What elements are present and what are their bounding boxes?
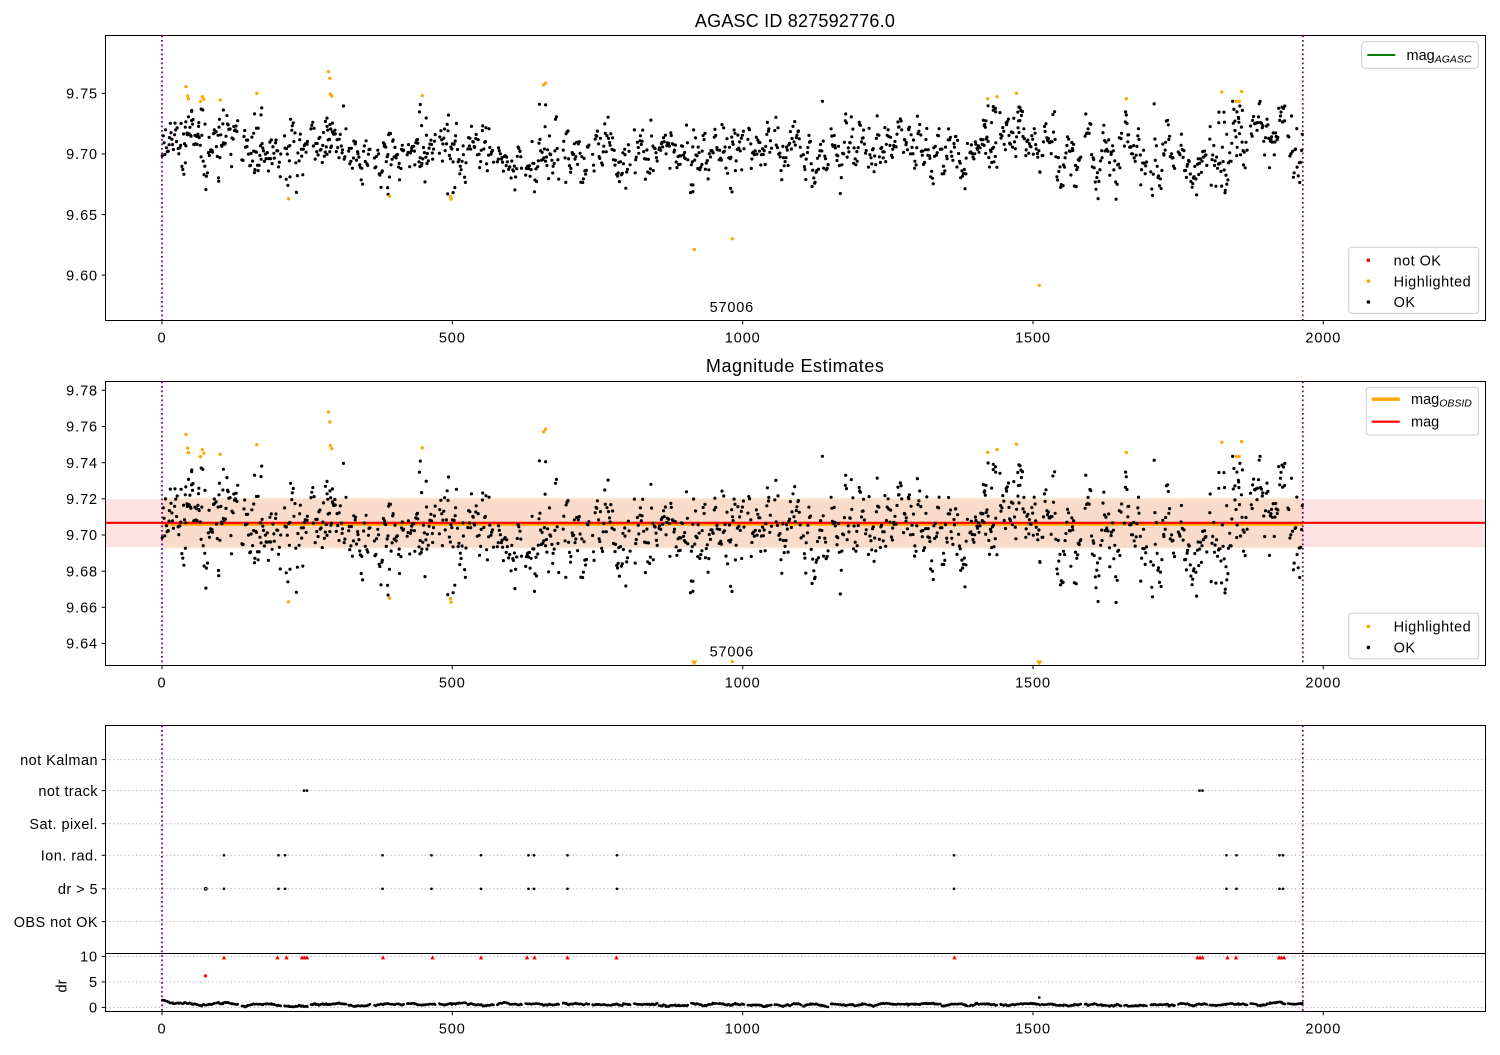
svg-text:9.70: 9.70 bbox=[66, 147, 98, 163]
svg-text:dr: dr bbox=[55, 979, 71, 992]
svg-text:9.66: 9.66 bbox=[66, 601, 98, 617]
svg-text:Ion. rad.: Ion. rad. bbox=[41, 849, 98, 865]
svg-text:1000: 1000 bbox=[725, 1021, 761, 1037]
svg-text:9.74: 9.74 bbox=[66, 456, 98, 472]
svg-text:2000: 2000 bbox=[1305, 1021, 1341, 1037]
svg-text:2000: 2000 bbox=[1305, 675, 1341, 691]
svg-text:dr > 5: dr > 5 bbox=[58, 882, 98, 898]
svg-text:1000: 1000 bbox=[725, 675, 761, 691]
svg-text:not OK: not OK bbox=[1394, 253, 1442, 269]
svg-text:0: 0 bbox=[158, 330, 167, 346]
svg-text:mag: mag bbox=[1411, 415, 1439, 431]
svg-text:500: 500 bbox=[439, 1021, 466, 1037]
svg-text:500: 500 bbox=[439, 330, 466, 346]
svg-text:9.64: 9.64 bbox=[66, 637, 98, 653]
svg-text:9.68: 9.68 bbox=[66, 564, 98, 580]
svg-text:Highlighted: Highlighted bbox=[1394, 274, 1472, 290]
svg-text:0: 0 bbox=[158, 675, 167, 691]
svg-text:500: 500 bbox=[439, 675, 466, 691]
svg-text:57006: 57006 bbox=[710, 300, 754, 316]
svg-text:AGASC ID 827592776.0: AGASC ID 827592776.0 bbox=[695, 11, 895, 31]
svg-text:1000: 1000 bbox=[725, 330, 761, 346]
svg-text:57006: 57006 bbox=[710, 645, 754, 661]
svg-text:Magnitude Estimates: Magnitude Estimates bbox=[706, 356, 885, 376]
svg-text:Sat. pixel.: Sat. pixel. bbox=[29, 817, 98, 833]
svg-text:10: 10 bbox=[80, 950, 98, 966]
svg-text:Highlighted: Highlighted bbox=[1394, 620, 1472, 636]
svg-text:9.76: 9.76 bbox=[66, 420, 98, 436]
svg-text:1500: 1500 bbox=[1015, 330, 1051, 346]
svg-text:1500: 1500 bbox=[1015, 1021, 1051, 1037]
svg-text:9.70: 9.70 bbox=[66, 528, 98, 544]
svg-text:9.78: 9.78 bbox=[66, 384, 98, 400]
svg-text:not Kalman: not Kalman bbox=[20, 753, 98, 769]
svg-text:1500: 1500 bbox=[1015, 675, 1051, 691]
svg-text:OK: OK bbox=[1394, 295, 1416, 311]
svg-text:9.75: 9.75 bbox=[66, 87, 98, 103]
svg-text:0: 0 bbox=[89, 1001, 98, 1017]
svg-text:9.72: 9.72 bbox=[66, 492, 98, 508]
svg-text:OBS not OK: OBS not OK bbox=[14, 915, 98, 931]
svg-text:5: 5 bbox=[89, 975, 98, 991]
svg-text:9.60: 9.60 bbox=[66, 268, 98, 284]
svg-text:2000: 2000 bbox=[1305, 330, 1341, 346]
svg-text:0: 0 bbox=[158, 1021, 167, 1037]
svg-text:not track: not track bbox=[38, 784, 98, 800]
svg-text:9.65: 9.65 bbox=[66, 208, 98, 224]
svg-text:OK: OK bbox=[1394, 641, 1416, 657]
